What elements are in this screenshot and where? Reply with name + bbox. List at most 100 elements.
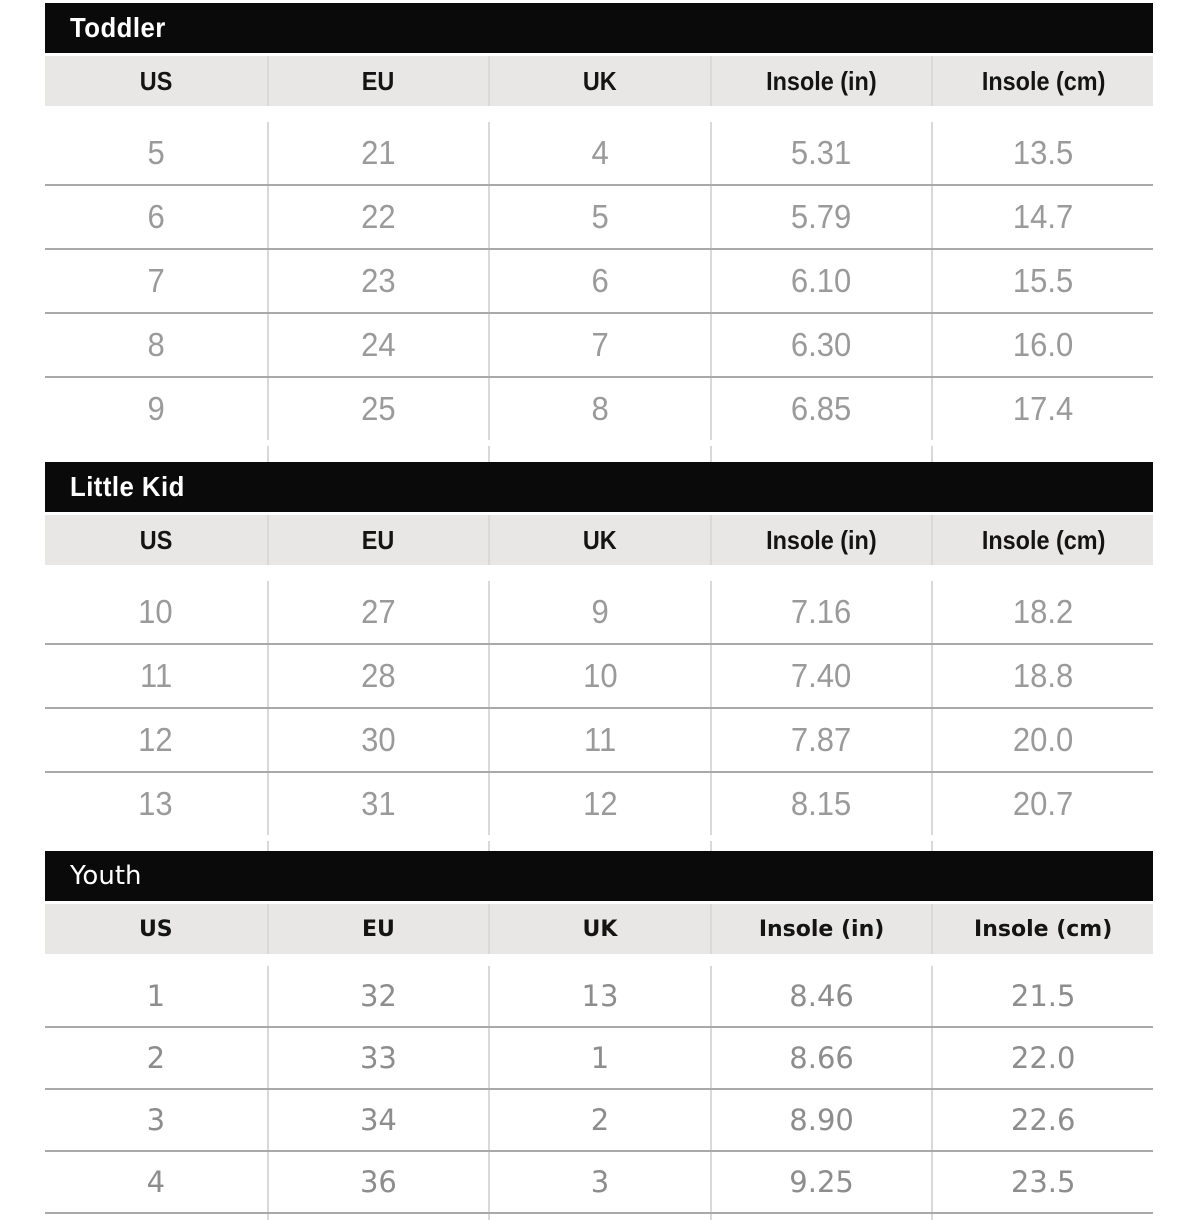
cell-value: 6.30 [791, 326, 852, 363]
column-header-label: EU [362, 524, 395, 555]
size-section-youth: Youth US EU UK Insole (in) Insole (cm) 1 32 13 8.… [45, 851, 1153, 1220]
spacer-cell [709, 446, 932, 462]
column-header-label: UK [583, 65, 617, 96]
spacer-cell [709, 841, 932, 851]
cell-value: 21.5 [1010, 979, 1076, 1013]
table-row: 12 30 11 7.87 20.0 [45, 709, 1153, 773]
table-row: 3 34 2 8.90 22.6 [45, 1090, 1153, 1152]
column-header-uk: UK [488, 515, 710, 565]
section-header-bar: Youth [45, 851, 1153, 901]
table-cell-eu: 22 [266, 186, 489, 248]
cell-value: 13 [581, 979, 619, 1013]
table-cell-insole-cm: 18.8 [931, 645, 1153, 707]
column-header-eu: EU [266, 56, 489, 106]
section-header-bar: Toddler [45, 3, 1153, 53]
cell-value: 8 [147, 326, 165, 363]
cell-value: 32 [359, 979, 397, 1013]
table-cell-uk: 11 [488, 709, 710, 771]
table-row: 6 22 5 5.79 14.7 [45, 186, 1153, 250]
spacer-cell [488, 841, 710, 851]
column-header-insole-in: Insole (in) [709, 515, 932, 565]
table-cell-eu: 30 [266, 709, 489, 771]
column-header-label: Insole (in) [758, 916, 885, 942]
table-cell-us: 10 [45, 581, 267, 643]
table-cell-insole-cm: 20.7 [931, 773, 1153, 835]
cell-value: 24 [361, 326, 396, 363]
cell-value: 34 [359, 1103, 397, 1137]
table-row: 4 36 3 9.25 23.5 [45, 1152, 1153, 1214]
cell-value: 31 [361, 785, 396, 822]
table-cell-eu: 27 [266, 581, 489, 643]
table-cell-insole-cm: 16.0 [931, 314, 1153, 376]
column-header-label: US [138, 916, 173, 942]
column-header-insole-in: Insole (in) [709, 56, 932, 106]
table-cell-insole-cm: 18.2 [931, 581, 1153, 643]
column-header-label: EU [362, 65, 395, 96]
table-cell-insole-in: 8.66 [709, 1028, 932, 1088]
spacer-cell [488, 1214, 710, 1220]
table-cell-us: 4 [45, 1152, 267, 1212]
table-cell-uk: 5 [488, 186, 710, 248]
spacer-cell [931, 446, 1153, 462]
cell-value: 2 [590, 1103, 610, 1137]
table-cell-insole-in: 7.40 [709, 645, 932, 707]
cell-value: 1 [146, 979, 166, 1013]
table-cell-insole-in: 9.25 [709, 1152, 932, 1212]
cell-value: 33 [359, 1041, 397, 1075]
cell-value: 23 [361, 262, 396, 299]
cell-value: 3 [146, 1103, 166, 1137]
size-section-toddler: Toddler US EU UK Insole (in) Insole (cm) 5 21 4 5… [45, 3, 1153, 462]
cell-value: 5 [147, 134, 165, 171]
cell-value: 22.6 [1010, 1103, 1076, 1137]
cell-value: 6 [591, 262, 609, 299]
cell-value: 8.15 [791, 785, 852, 822]
table-cell-us: 5 [45, 122, 267, 184]
cell-value: 1 [590, 1041, 610, 1075]
table-cell-eu: 32 [266, 966, 489, 1026]
column-header-insole-cm: Insole (cm) [931, 56, 1153, 106]
column-header-uk: UK [488, 904, 710, 954]
table-row: 1 32 13 8.46 21.5 [45, 954, 1153, 1028]
column-header-row: US EU UK Insole (in) Insole (cm) [45, 904, 1153, 954]
cell-value: 8 [591, 390, 609, 427]
cell-value: 13.5 [1012, 134, 1074, 171]
table-cell-insole-cm: 15.5 [931, 250, 1153, 312]
cell-value: 12 [138, 721, 174, 758]
table-cell-uk: 13 [488, 966, 710, 1026]
table-cell-uk: 10 [488, 645, 710, 707]
column-header-row: US EU UK Insole (in) Insole (cm) [45, 56, 1153, 106]
cell-value: 25 [361, 390, 396, 427]
cell-value: 2 [146, 1041, 166, 1075]
cell-value: 12 [582, 785, 618, 822]
cell-value: 8.66 [789, 1041, 854, 1075]
table-cell-uk: 3 [488, 1152, 710, 1212]
cell-value: 7.40 [791, 657, 852, 694]
table-row: 8 24 7 6.30 16.0 [45, 314, 1153, 378]
table-cell-uk: 8 [488, 378, 710, 440]
table-cell-eu: 34 [266, 1090, 489, 1150]
table-row: 13 31 12 8.15 20.7 [45, 773, 1153, 841]
table-cell-eu: 21 [266, 122, 489, 184]
spacer-cell [45, 841, 267, 851]
cell-value: 36 [359, 1165, 397, 1199]
table-cell-us: 7 [45, 250, 267, 312]
table-row: 7 23 6 6.10 15.5 [45, 250, 1153, 314]
section-spacer [45, 446, 1153, 462]
column-header-label: Insole (cm) [981, 524, 1105, 555]
spacer-cell [45, 1214, 267, 1220]
cell-value: 5 [591, 198, 609, 235]
table-cell-insole-cm: 23.5 [931, 1152, 1153, 1212]
cell-value: 7.87 [791, 721, 852, 758]
spacer-cell [266, 446, 489, 462]
table-cell-us: 1 [45, 966, 267, 1026]
spacer-cell [488, 446, 710, 462]
size-section-little-kid: Little Kid US EU UK Insole (in) Insole (cm) 10… [45, 462, 1153, 851]
table-cell-insole-cm: 14.7 [931, 186, 1153, 248]
column-header-label: US [139, 524, 173, 555]
column-header-label: UK [583, 524, 617, 555]
table-cell-insole-cm: 22.0 [931, 1028, 1153, 1088]
table-cell-eu: 23 [266, 250, 489, 312]
table-cell-us: 2 [45, 1028, 267, 1088]
section-spacer [45, 1214, 1153, 1220]
table-cell-insole-in: 7.16 [709, 581, 932, 643]
